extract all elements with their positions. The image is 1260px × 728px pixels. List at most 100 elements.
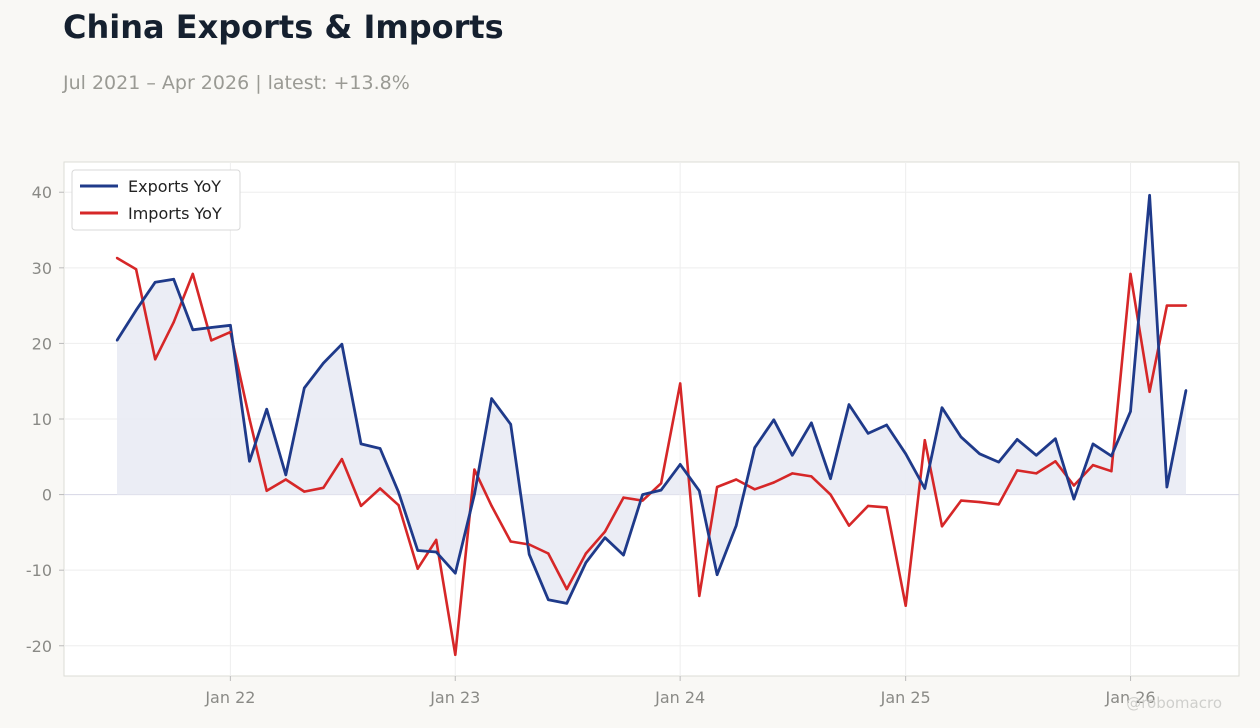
imports-point xyxy=(940,525,944,528)
exports-point xyxy=(866,432,870,435)
exports-point xyxy=(698,489,701,492)
exports-point xyxy=(248,460,251,463)
imports-point xyxy=(584,552,588,555)
imports-point xyxy=(810,475,813,478)
exports-point xyxy=(829,477,832,480)
exports-point xyxy=(284,473,287,477)
imports-point xyxy=(490,504,493,508)
exports-point xyxy=(172,278,175,281)
imports-point xyxy=(454,653,457,656)
exports-yoy-line xyxy=(115,193,1188,605)
x-tick-label: Jan 25 xyxy=(880,688,931,707)
y-tick-label: 10 xyxy=(32,410,52,429)
exports-point xyxy=(1184,389,1188,392)
exports-point xyxy=(191,328,194,331)
y-tick-label: 30 xyxy=(32,259,52,278)
imports-point xyxy=(565,587,568,591)
exports-point xyxy=(115,339,119,342)
imports-point xyxy=(1035,472,1038,475)
exports-point xyxy=(1035,454,1038,457)
exports-point xyxy=(641,493,644,496)
exports-point xyxy=(303,386,306,390)
exports-point xyxy=(154,281,157,284)
imports-point xyxy=(154,358,157,361)
imports-point xyxy=(134,268,138,271)
imports-point xyxy=(978,500,981,504)
exports-point xyxy=(340,343,344,346)
exports-point xyxy=(1148,194,1151,197)
imports-point xyxy=(715,485,719,489)
imports-point xyxy=(904,604,907,607)
exports-point xyxy=(923,487,926,490)
exports-point xyxy=(134,309,138,312)
imports-point xyxy=(622,496,625,499)
exports-point xyxy=(1072,497,1076,501)
exports-point xyxy=(509,423,512,426)
imports-point xyxy=(359,504,363,508)
imports-point xyxy=(829,493,832,496)
imports-point xyxy=(416,567,419,570)
exports-point xyxy=(997,460,1000,464)
exports-point xyxy=(565,602,568,605)
exports-point xyxy=(1091,442,1095,446)
imports-point xyxy=(753,488,756,491)
exports-point xyxy=(490,397,493,400)
axis-ticks: -20 -10 0 10 20 30 40 Jan 22 Jan 23 Jan 24 Jan 25 J… xyxy=(26,183,1156,707)
imports-point xyxy=(528,543,531,546)
imports-point xyxy=(1072,484,1076,487)
exports-point xyxy=(1165,485,1169,489)
imports-point xyxy=(303,490,306,493)
exports-point xyxy=(622,553,625,557)
imports-point xyxy=(265,489,268,492)
x-tick-label: Jan 26 xyxy=(1104,688,1155,707)
exports-point xyxy=(547,598,550,601)
imports-point xyxy=(698,594,701,598)
imports-point xyxy=(1129,272,1132,276)
exports-point xyxy=(791,454,794,457)
x-tick-label: Jan 22 xyxy=(204,688,255,707)
imports-point xyxy=(1184,304,1188,307)
imports-point xyxy=(603,530,607,533)
exports-point xyxy=(810,421,813,424)
imports-point xyxy=(641,499,644,502)
exports-point xyxy=(210,326,213,329)
y-tick-label: -20 xyxy=(26,637,52,656)
exports-point xyxy=(904,452,907,455)
exports-point xyxy=(378,447,382,450)
imports-point xyxy=(997,503,1000,506)
exports-point xyxy=(435,550,438,554)
y-tick-label: -10 xyxy=(26,561,52,580)
exports-point xyxy=(229,324,232,327)
imports-point xyxy=(659,482,663,485)
imports-point xyxy=(959,499,963,502)
watermark: @robomacro xyxy=(1126,694,1222,712)
exports-point xyxy=(885,423,888,427)
exports-point xyxy=(940,406,944,409)
exports-fill-area xyxy=(117,195,1186,604)
imports-point xyxy=(772,481,775,484)
imports-point xyxy=(378,487,382,490)
imports-point xyxy=(115,256,119,260)
y-tick-label: 40 xyxy=(32,183,52,202)
exports-point xyxy=(1054,437,1057,440)
imports-point xyxy=(340,457,344,461)
exports-point xyxy=(416,549,419,552)
exports-point xyxy=(603,536,607,539)
y-tick-label: 0 xyxy=(42,486,52,505)
imports-point xyxy=(191,272,194,276)
legend-label-imports: Imports YoY xyxy=(128,204,222,223)
imports-point xyxy=(1165,304,1169,307)
imports-point xyxy=(735,478,738,481)
imports-point xyxy=(435,538,438,542)
exports-point xyxy=(735,524,738,527)
legend-label-exports: Exports YoY xyxy=(128,177,221,196)
imports-point xyxy=(172,321,175,324)
imports-point xyxy=(1148,390,1151,393)
imports-point xyxy=(397,504,400,507)
exports-point xyxy=(715,573,719,576)
exports-point xyxy=(454,572,457,575)
imports-point xyxy=(866,504,870,508)
exports-point xyxy=(1110,454,1113,458)
exports-point xyxy=(847,403,851,406)
